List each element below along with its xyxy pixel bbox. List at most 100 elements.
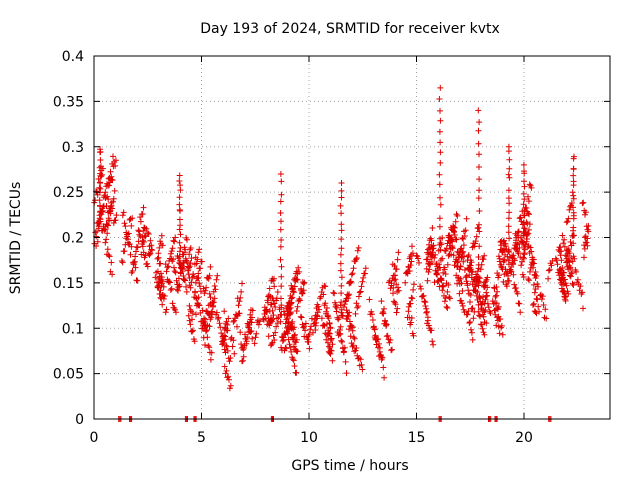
data-point (570, 178, 577, 185)
data-point (585, 228, 592, 235)
data-point (110, 198, 116, 205)
data-point (579, 289, 586, 296)
data-point (308, 315, 315, 322)
data-point (337, 251, 344, 258)
data-point (206, 344, 213, 351)
data-point (182, 255, 189, 262)
data-point (471, 287, 478, 294)
data-point (102, 239, 109, 246)
data-point (362, 270, 368, 277)
data-point (338, 210, 345, 217)
data-point (521, 250, 527, 257)
data-point (378, 356, 385, 363)
data-point (156, 291, 163, 297)
data-point (349, 270, 356, 277)
data-point (436, 128, 443, 135)
data-point (202, 328, 209, 335)
data-point (369, 317, 376, 323)
data-point (97, 146, 104, 153)
data-point (324, 313, 331, 320)
data-point (328, 337, 335, 343)
data-point (437, 139, 444, 146)
data-point (530, 300, 537, 307)
data-point (520, 274, 527, 280)
data-point (501, 256, 508, 263)
data-point (515, 228, 522, 235)
data-point (338, 337, 345, 344)
data-point (409, 243, 415, 250)
data-point (288, 325, 295, 332)
data-point (561, 243, 568, 250)
data-point (304, 336, 311, 343)
data-point (437, 159, 444, 166)
data-point (325, 333, 332, 340)
data-point (188, 279, 195, 286)
data-point (421, 298, 428, 305)
data-point (167, 250, 174, 257)
data-point (478, 321, 485, 328)
data-point (176, 216, 183, 223)
data-point (197, 283, 203, 290)
data-point (333, 308, 340, 315)
data-point (505, 246, 512, 253)
data-point (293, 369, 300, 376)
data-point (584, 235, 591, 242)
data-point (211, 295, 218, 302)
data-point (177, 182, 184, 189)
data-point (502, 240, 509, 247)
data-point (176, 248, 183, 255)
data-point (521, 225, 528, 232)
data-point (149, 247, 156, 254)
data-point (410, 281, 417, 288)
data-point (521, 212, 527, 219)
data-point (300, 324, 307, 331)
data-point (485, 304, 492, 311)
data-point (187, 321, 194, 328)
data-point (505, 248, 512, 255)
data-point (181, 249, 188, 256)
data-point (185, 266, 192, 272)
data-point (237, 294, 244, 301)
data-point (295, 264, 302, 271)
data-point (483, 293, 490, 300)
data-point (566, 258, 573, 265)
data-point (289, 294, 296, 301)
data-point (95, 176, 102, 182)
data-point (527, 265, 534, 271)
data-point (407, 300, 414, 307)
data-point (329, 357, 336, 364)
data-point (318, 315, 325, 322)
data-point (177, 260, 183, 267)
data-point (517, 309, 524, 316)
data-point (193, 260, 200, 267)
data-point (277, 226, 284, 233)
data-point (350, 342, 357, 349)
data-point (183, 283, 189, 290)
data-point (511, 257, 518, 264)
data-point (570, 192, 577, 199)
data-point (349, 327, 356, 334)
data-point (175, 287, 181, 294)
data-point (143, 225, 150, 232)
data-point (268, 341, 275, 347)
data-point (447, 246, 454, 253)
data-point (506, 209, 513, 216)
data-point (425, 246, 432, 253)
data-point (351, 348, 358, 355)
data-point (454, 212, 461, 219)
data-point (96, 164, 103, 171)
data-point (392, 276, 399, 283)
data-point (527, 244, 534, 251)
data-point (310, 329, 316, 336)
data-point (480, 294, 487, 301)
data-point (158, 270, 164, 277)
data-point (133, 248, 139, 255)
data-point (205, 342, 212, 349)
data-point (496, 255, 503, 262)
data-point (499, 248, 506, 255)
data-point (406, 268, 413, 274)
data-point (137, 218, 144, 225)
x-tick-label: 10 (300, 430, 318, 446)
data-point (530, 281, 537, 288)
data-point (242, 331, 248, 338)
